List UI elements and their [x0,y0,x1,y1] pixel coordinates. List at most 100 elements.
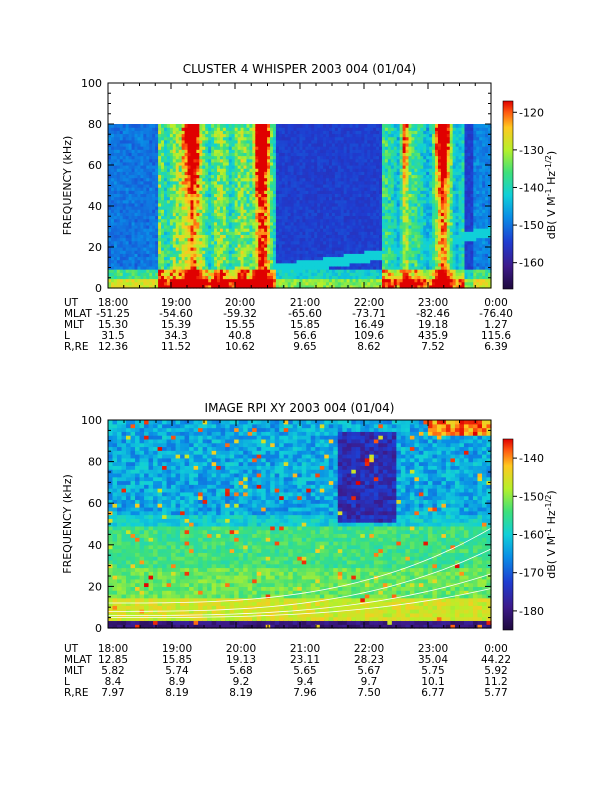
ephemeris-cell: 109.6 [354,330,384,342]
ephemeris-cell: 9.65 [293,341,316,353]
colorbar [502,100,514,290]
ephemeris-cell: 10.62 [225,341,255,353]
spectrogram-cells [108,420,492,629]
ephemeris-cell: 5.67 [357,665,380,677]
ephemeris-cell: 18:00 [98,297,128,309]
colorbar-tick-label: -140 [519,181,544,194]
y-tick-label: 60 [88,159,102,172]
ephemeris-cell: 9.7 [361,676,378,688]
y-axis-label: FREQUENCY (kHz) [61,136,74,236]
ephemeris-cell: 19.18 [418,319,448,331]
y-tick-label: 100 [81,77,102,90]
ephemeris-cell: 0:00 [484,297,508,309]
ephemeris-cell: 34.3 [164,330,187,342]
cluster-whisper-panel: 0 20 40 60 80 100 CLUSTER 4 WHISPER 2003 004 (… [61,62,558,353]
ephemeris-cell: 40.8 [228,330,251,342]
ephemeris-cell: 7.96 [293,687,317,699]
ephemeris-cell: 23:00 [418,643,448,655]
ephemeris-cell: 6.77 [421,687,444,699]
ephemeris-cell: 28.23 [354,654,384,666]
ephemeris-cell: -65.60 [288,308,322,320]
y-tick-label: 0 [95,282,102,295]
ephemeris-cell: 15.39 [161,319,191,331]
ephemeris-cell: 5.92 [484,665,507,677]
ephemeris-cell: 8.4 [105,676,122,688]
ephemeris-cell: 21:00 [290,643,320,655]
ephemeris-row-label: UT [64,643,79,655]
colorbar-tick-label: -180 [519,605,544,618]
y-tick-label: 80 [88,456,102,469]
spectrogram-cells [108,83,492,289]
ephemeris-cell: 0:00 [484,643,508,655]
colorbar-tick-label: -150 [519,219,544,232]
ephemeris-cell: -73.71 [352,308,386,320]
ephemeris-cell: 1.27 [484,319,507,331]
image-rpi-panel: 0 20 40 60 80 100 IMAGE RPI XY 2003 004 (01/04… [61,401,558,699]
colorbar-label: dB( V M-1 Hz-1/2) [544,151,558,239]
chart-title: CLUSTER 4 WHISPER 2003 004 (01/04) [183,62,416,76]
ephemeris-cell: -51.25 [96,308,130,320]
ephemeris-cell: 8.19 [165,687,188,699]
ephemeris-cell: 22:00 [354,297,384,309]
ephemeris-cell: 7.97 [101,687,124,699]
ephemeris-cell: 11.52 [161,341,191,353]
ephemeris-cell: -59.32 [223,308,257,320]
ephemeris-row-label: UT [64,297,79,309]
ephemeris-cell: 16.49 [354,319,384,331]
ephemeris-cell: 11.2 [484,676,507,688]
ephemeris-cell: 5.68 [229,665,252,677]
ephemeris-cell: 6.39 [484,341,507,353]
ephemeris-cell: 5.65 [293,665,316,677]
ephemeris-cell: 15.85 [162,654,192,666]
ephemeris-cell: 44.22 [481,654,511,666]
y-tick-label: 40 [88,200,102,213]
y-tick-label: 40 [88,539,102,552]
colorbar-label: dB( V M-1 Hz-1/2) [544,490,558,578]
y-tick-label: 20 [88,580,102,593]
ephemeris-cell: 12.36 [98,341,128,353]
ephemeris-cell: 19.13 [226,654,256,666]
colorbar-tick-label: -130 [519,144,544,157]
overlay-curves [108,527,492,618]
ephemeris-cell: 10.1 [421,676,444,688]
ephemeris-cell: 15.30 [98,319,128,331]
ephemeris-cell: 23:00 [418,297,448,309]
ephemeris-row-label: MLT [64,319,84,331]
colorbar-tick-label: -150 [519,490,544,503]
ephemeris-cell: 5.75 [421,665,444,677]
ephemeris-cell: 18:00 [98,643,128,655]
ephemeris-row-label: L [64,330,70,342]
colorbar-tick-label: -160 [519,257,544,270]
ephemeris-cell: 5.77 [484,687,507,699]
y-tick-label: 60 [88,497,102,510]
y-tick-label: 80 [88,118,102,131]
ephemeris-cell: 115.6 [481,330,511,342]
ephemeris-cell: 19:00 [161,297,191,309]
ephemeris-cell: 7.52 [421,341,444,353]
ephemeris-cell: 5.74 [165,665,189,677]
ephemeris-cell: 8.62 [357,341,380,353]
ephemeris-cell: 21:00 [290,297,320,309]
ephemeris-cell: 15.55 [225,319,255,331]
ephemeris-cell: 19:00 [162,643,192,655]
colorbar-tick-label: -140 [519,452,544,465]
ephemeris-cell: 12.85 [98,654,128,666]
ephemeris-row-label: MLT [64,665,84,677]
ephemeris-cell: 435.9 [418,330,448,342]
ephemeris-cell: 56.6 [293,330,317,342]
ephemeris-cell: 35.04 [418,654,448,666]
ephemeris-cell: 9.2 [233,676,250,688]
ephemeris-cell: 8.9 [169,676,186,688]
ephemeris-cell: 23.11 [290,654,320,666]
ephemeris-cell: 7.50 [357,687,380,699]
ephemeris-cell: 5.82 [101,665,124,677]
ephemeris-table: UT 18:00 19:00 20:00 21:00 22:00 23:00 0:00 MLAT… [64,297,513,353]
y-tick-label: 20 [88,241,102,254]
ephemeris-cell: -76.40 [479,308,513,320]
ephemeris-row-label: MLAT [64,308,93,320]
ephemeris-row-label: L [64,676,70,688]
colorbar-tick-label: -160 [519,529,544,542]
ephemeris-row-label: R,RE [64,687,89,699]
colorbar-tick-label: -170 [519,567,544,580]
